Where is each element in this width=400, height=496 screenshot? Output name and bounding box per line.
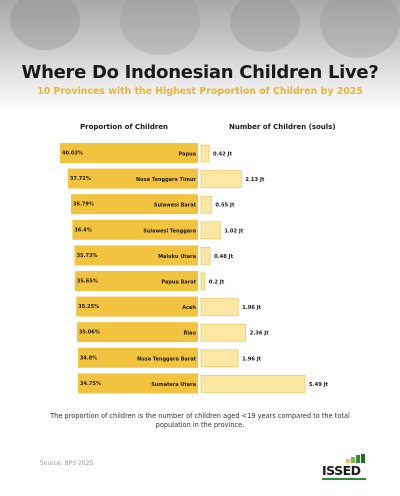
children-bar xyxy=(200,144,210,163)
children-bar xyxy=(200,298,239,316)
proportion-bar xyxy=(78,373,198,394)
children-bar xyxy=(200,247,211,265)
province-label: Maluku Utara xyxy=(158,254,196,260)
province-label: Sulawesi Barat xyxy=(154,203,197,209)
issed-logo: ISSED xyxy=(322,454,366,480)
children-column-header: Number of Children (souls) xyxy=(229,123,336,131)
hero-photo-background xyxy=(0,0,400,112)
page-title: Where Do Indonesian Children Live? xyxy=(21,62,379,83)
proportion-bar xyxy=(71,194,198,215)
children-value-label: 0.2 Jt xyxy=(209,280,225,286)
proportion-column-header: Proportion of Children xyxy=(80,123,169,131)
proportion-bar xyxy=(77,347,198,368)
logo-bars-icon xyxy=(346,454,366,463)
source-text: Source: BPS 2025 xyxy=(40,460,94,467)
photo-blob xyxy=(320,0,400,58)
page-subtitle: 10 Provinces with the Highest Proportion… xyxy=(37,86,363,97)
province-label: Riau xyxy=(184,331,197,337)
logo-underline xyxy=(322,478,366,480)
proportion-value-label: 34.75% xyxy=(80,381,101,387)
proportion-bar xyxy=(67,168,198,189)
children-value-label: 0.48 Jt xyxy=(214,254,234,260)
province-label: Sulawesi Tenggara xyxy=(143,228,196,234)
children-bar xyxy=(200,170,242,188)
proportion-bar xyxy=(76,322,198,343)
children-bar xyxy=(200,323,247,342)
chart-area: 40.03% Papua 0.42 Jt 37.72% Nusa Tenggara Ti… xyxy=(60,143,329,394)
proportion-bar xyxy=(74,245,198,266)
children-value-label: 5.49 Jt xyxy=(309,382,329,388)
proportion-bar xyxy=(76,296,198,317)
proportion-value-label: 37.72% xyxy=(70,176,91,182)
children-bar xyxy=(200,221,221,240)
province-label: Papua xyxy=(179,152,196,158)
proportion-value-label: 36.4% xyxy=(74,227,91,233)
proportion-bar xyxy=(72,219,198,240)
children-bar xyxy=(200,375,306,393)
children-bar xyxy=(200,349,239,368)
children-value-label: 1.02 Jt xyxy=(224,228,244,234)
proportion-value-label: 35.73% xyxy=(77,253,98,259)
children-bar xyxy=(200,195,212,214)
proportion-value-label: 40.03% xyxy=(62,151,83,157)
proportion-value-label: 35.06% xyxy=(79,330,100,336)
photo-blob xyxy=(230,0,300,52)
logo-text: ISSED xyxy=(322,463,361,478)
children-value-label: 1.96 Jt xyxy=(242,305,262,311)
proportion-value-label: 35.65% xyxy=(77,279,98,285)
photo-blob xyxy=(120,0,200,55)
province-label: Aceh xyxy=(182,305,196,311)
proportion-bar xyxy=(60,143,198,163)
children-value-label: 0.55 Jt xyxy=(215,203,235,209)
children-value-label: 1.96 Jt xyxy=(242,356,262,362)
children-value-label: 0.42 Jt xyxy=(213,152,233,158)
children-value-label: 2.13 Jt xyxy=(245,177,265,183)
proportion-bar xyxy=(74,271,198,291)
children-bar xyxy=(200,272,206,291)
footnote: The proportion of children is the number… xyxy=(50,412,350,429)
proportion-value-label: 34.8% xyxy=(80,355,97,361)
province-label: Papua Barat xyxy=(161,280,196,286)
proportion-value-label: 36.79% xyxy=(73,202,94,208)
province-label: Sumatera Utara xyxy=(151,382,196,388)
children-value-label: 2.36 Jt xyxy=(250,331,270,337)
proportion-value-label: 35.25% xyxy=(78,304,99,310)
photo-blob xyxy=(10,0,80,50)
province-label: Nusa Tenggara Timur xyxy=(136,177,197,183)
province-label: Nusa Tenggara Barat xyxy=(137,356,197,362)
